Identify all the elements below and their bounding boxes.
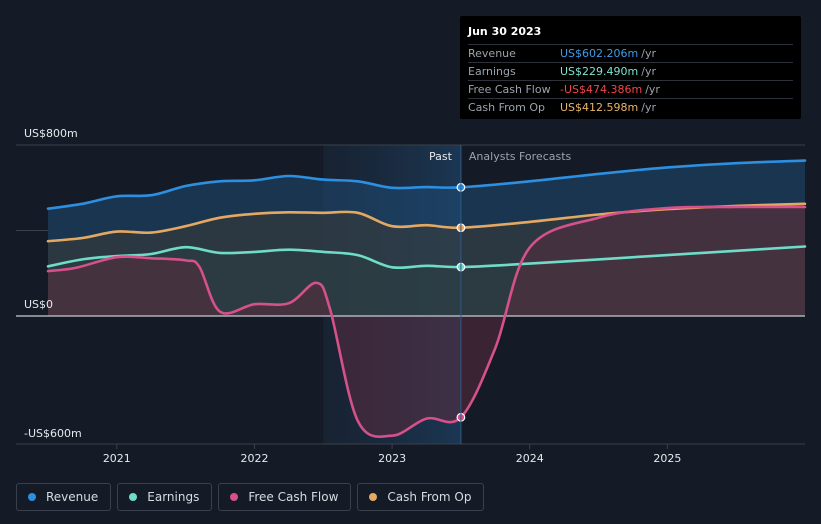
y-axis-label: -US$600m	[24, 427, 82, 440]
tooltip-value: US$412.598m	[560, 101, 639, 114]
tooltip-date: Jun 30 2023	[468, 25, 542, 38]
legend: Revenue Earnings Free Cash Flow Cash Fro…	[16, 483, 485, 511]
tooltip-value: US$602.206m	[560, 47, 639, 60]
revenue-line	[46, 159, 807, 210]
free-cash-flow-area	[48, 206, 805, 437]
legend-label: Earnings	[147, 490, 200, 504]
past-label: Past	[429, 150, 453, 163]
legend-item-revenue[interactable]: Revenue	[16, 483, 112, 511]
tooltip-row-revenue: Revenue US$602.206m /yr	[468, 44, 793, 62]
tooltip-label: Earnings	[468, 65, 516, 78]
legend-item-earnings[interactable]: Earnings	[117, 483, 213, 511]
tooltip-label: Revenue	[468, 47, 516, 60]
tooltip: Jun 30 2023 Revenue US$602.206m /yr Earn…	[460, 16, 801, 119]
earnings-line	[46, 245, 807, 270]
x-tick-label: 2024	[516, 452, 544, 465]
legend-label: Cash From Op	[387, 490, 472, 504]
cash-from-op-dot-icon	[369, 493, 378, 501]
legend-item-free-cash-flow[interactable]: Free Cash Flow	[218, 483, 352, 511]
tooltip-label: Free Cash Flow	[468, 83, 551, 96]
legend-label: Free Cash Flow	[248, 490, 339, 504]
tooltip-value: -US$474.386m	[560, 83, 643, 96]
legend-item-cash-from-op[interactable]: Cash From Op	[357, 483, 485, 511]
tooltip-value: US$229.490m	[560, 65, 639, 78]
x-tick-label: 2025	[653, 452, 681, 465]
x-tick-label: 2023	[378, 452, 406, 465]
chart: US$800m US$0 -US$600m Past Analysts Forecast…	[16, 127, 807, 465]
tooltip-row-earnings: Earnings US$229.490m /yr	[468, 62, 793, 80]
y-axis-label: US$0	[24, 298, 53, 311]
earnings-dot-icon	[129, 493, 138, 501]
tooltip-row-cash-from-op: Cash From Op US$412.598m /yr	[468, 98, 793, 116]
tooltip-unit: /yr	[641, 101, 656, 114]
forecast-label: Analysts Forecasts	[469, 150, 572, 163]
tooltip-unit: /yr	[641, 65, 656, 78]
free-cash-flow-line	[46, 205, 807, 438]
free-cash-flow-dot-icon	[230, 493, 239, 501]
tooltip-unit: /yr	[641, 47, 656, 60]
tooltip-row-free-cash-flow: Free Cash Flow -US$474.386m /yr	[468, 80, 793, 98]
legend-label: Revenue	[46, 490, 99, 504]
tooltip-label: Cash From Op	[468, 101, 546, 114]
x-tick-label: 2022	[240, 452, 268, 465]
y-axis-label: US$800m	[24, 127, 78, 140]
x-tick-label: 2021	[103, 452, 131, 465]
revenue-dot-icon	[28, 493, 36, 501]
tooltip-unit: /yr	[645, 83, 660, 96]
